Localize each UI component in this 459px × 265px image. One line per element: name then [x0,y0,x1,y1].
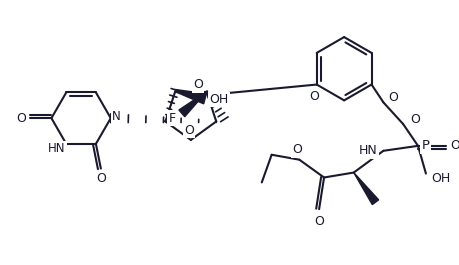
Text: O: O [193,78,203,91]
Text: P: P [422,139,430,152]
Text: F: F [168,112,175,125]
Text: O: O [96,172,106,185]
Text: O: O [309,90,319,103]
Polygon shape [354,173,379,205]
Text: O: O [388,91,398,104]
Text: O: O [410,113,420,126]
Text: O: O [184,123,194,136]
Text: HN: HN [359,144,378,157]
Text: N: N [112,110,121,123]
Text: OH: OH [209,93,228,106]
Text: HN: HN [48,142,65,155]
Text: O: O [16,112,26,125]
Polygon shape [175,92,206,104]
Text: O: O [314,214,324,228]
Polygon shape [179,92,207,117]
Text: O: O [451,139,459,152]
Text: N: N [112,110,121,123]
Text: O: O [292,143,302,156]
Text: OH: OH [431,172,450,185]
